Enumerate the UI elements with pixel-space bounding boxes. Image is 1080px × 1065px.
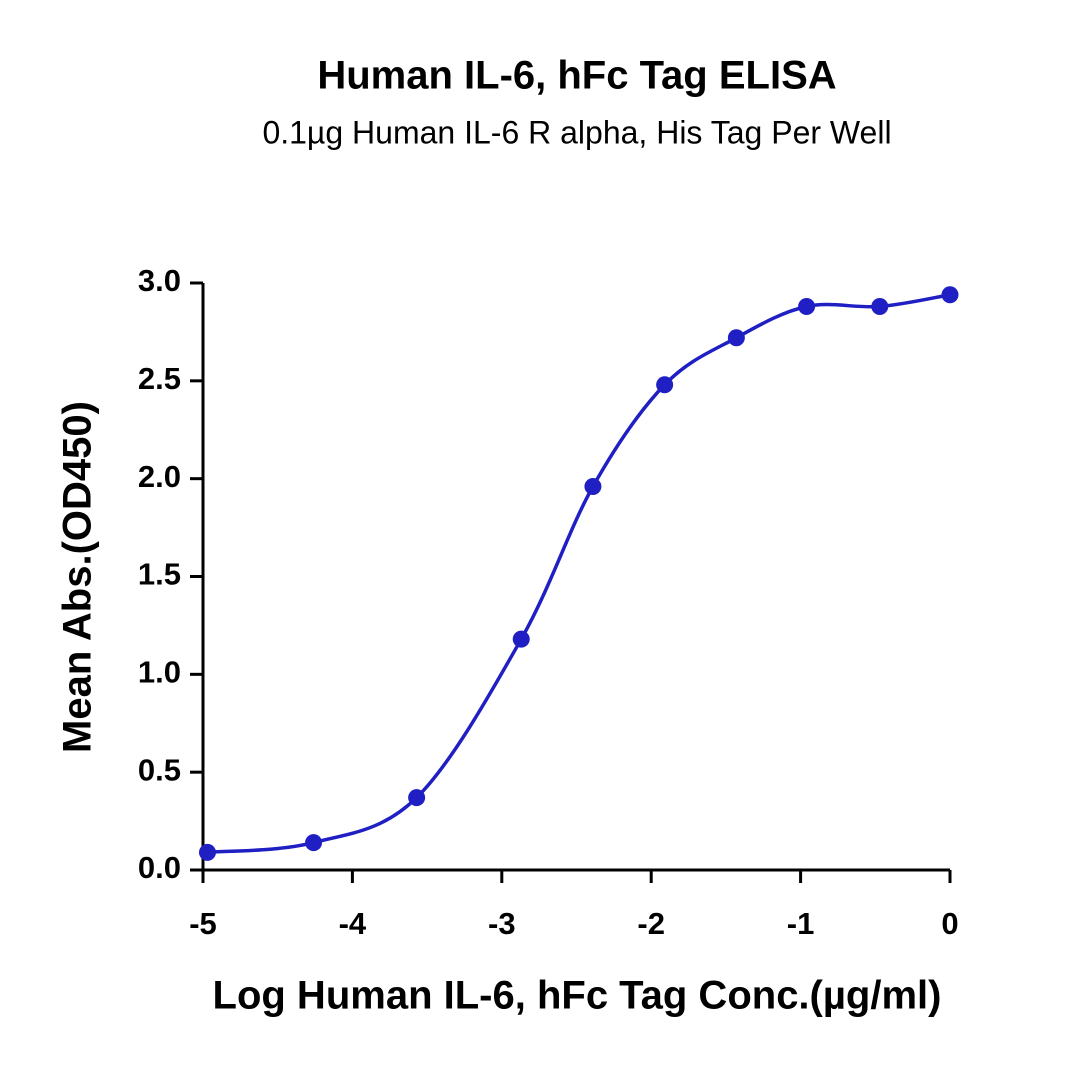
data-point [198,843,216,861]
data-point [798,297,816,315]
x-axis-label: Log Human IL-6, hFc Tag Conc.(µg/ml) [213,974,942,1018]
y-tick-label: 2.0 [138,459,181,494]
data-point [584,477,602,495]
x-tick-label: -2 [637,906,665,941]
y-tick-label: 3.0 [138,263,181,298]
y-tick-label: 2.5 [138,361,181,396]
x-tick-label: -3 [488,906,516,941]
chart-subtitle: 0.1µg Human IL-6 R alpha, His Tag Per We… [262,114,891,150]
fit-curve [207,293,951,855]
y-axis-label: Mean Abs.(OD450) [56,401,100,753]
data-point [408,789,426,807]
x-tick-label: 0 [941,906,958,941]
y-tick-label: 0.5 [138,752,181,787]
data-point [941,286,959,304]
data-point [512,630,530,648]
y-tick-label: 0.0 [138,850,181,885]
x-tick-label: -5 [189,906,217,941]
data-point [871,297,889,315]
data-point [656,376,674,394]
x-tick-label: -1 [787,906,815,941]
chart-title: Human IL-6, hFc Tag ELISA [317,54,836,98]
data-point [727,329,745,347]
y-tick-label: 1.5 [138,557,181,592]
data-point [305,834,323,852]
y-tick-label: 1.0 [138,655,181,690]
x-tick-label: -4 [339,906,367,941]
